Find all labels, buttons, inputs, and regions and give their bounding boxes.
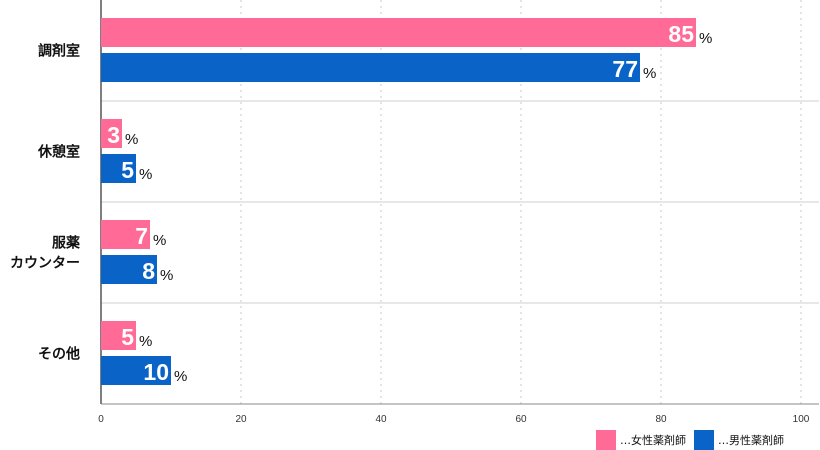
legend-label-female: 女性薬剤師 xyxy=(631,434,686,447)
category-label: 服薬カウンター xyxy=(10,235,80,272)
bar xyxy=(101,18,696,47)
x-tick-label: 80 xyxy=(655,414,667,425)
bar xyxy=(101,154,136,183)
x-tick-label: 20 xyxy=(235,414,247,425)
data-label: 5 xyxy=(121,324,134,350)
bar xyxy=(101,53,640,82)
data-label-unit: % xyxy=(125,131,138,148)
category-label: 休憩室 xyxy=(37,144,80,161)
x-tick-label: 40 xyxy=(375,414,387,425)
bar xyxy=(101,255,157,284)
data-label: 8 xyxy=(142,258,155,284)
legend-label-male: 男性薬剤師 xyxy=(729,434,784,447)
data-label: 85 xyxy=(668,21,694,47)
category-label: その他 xyxy=(38,346,80,363)
legend-item-female: … 女性薬剤師 xyxy=(596,430,686,450)
data-label: 5 xyxy=(121,157,134,183)
data-label: 77 xyxy=(612,56,638,82)
data-label-unit: % xyxy=(160,267,173,284)
data-label-unit: % xyxy=(153,232,166,249)
data-label-unit: % xyxy=(699,30,712,47)
category-label: 調剤室 xyxy=(38,43,80,60)
data-label-unit: % xyxy=(139,333,152,350)
x-tick-label: 100 xyxy=(793,414,810,425)
data-label-unit: % xyxy=(139,166,152,183)
bar xyxy=(101,220,150,249)
data-label: 7 xyxy=(135,223,148,249)
legend-swatch-male xyxy=(694,430,714,450)
legend-prefix-female: … xyxy=(620,433,631,447)
legend-swatch-female xyxy=(596,430,616,450)
bar xyxy=(101,321,136,350)
bar xyxy=(101,119,122,148)
data-label: 3 xyxy=(107,122,120,148)
legend-prefix-male: … xyxy=(718,433,729,447)
legend: … 女性薬剤師 … 男性薬剤師 xyxy=(596,430,792,450)
data-label-unit: % xyxy=(643,65,656,82)
data-label-unit: % xyxy=(174,368,187,385)
x-tick-label: 0 xyxy=(98,414,104,425)
x-tick-label: 60 xyxy=(515,414,527,425)
data-label: 10 xyxy=(143,359,169,385)
legend-item-male: … 男性薬剤師 xyxy=(694,430,784,450)
bar xyxy=(101,356,171,385)
